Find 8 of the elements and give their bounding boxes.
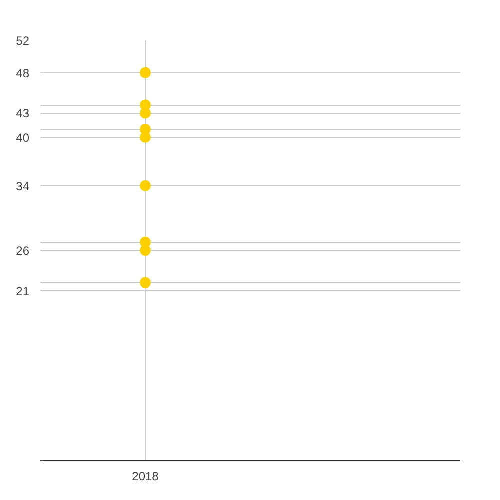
y-tick-label: 43	[16, 106, 30, 121]
y-tick-label: 34	[16, 179, 30, 194]
y-tick-label: 21	[16, 284, 30, 298]
x-tick-label: 2018	[132, 470, 160, 484]
y-tick-label: 26	[16, 244, 30, 258]
y-tick-label: 52	[16, 34, 30, 48]
y-tick-label: 40	[16, 130, 30, 145]
y-tick-label: 48	[16, 66, 30, 80]
